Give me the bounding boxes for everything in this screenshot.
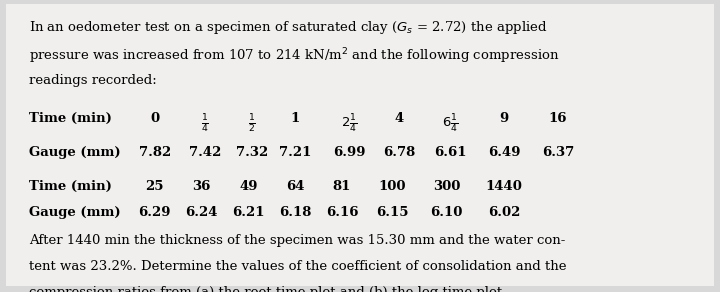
Text: 7.42: 7.42	[189, 146, 221, 159]
Text: 4: 4	[395, 112, 404, 126]
Text: 6.16: 6.16	[325, 206, 359, 219]
Text: $2\frac{1}{4}$: $2\frac{1}{4}$	[341, 112, 357, 135]
Text: 100: 100	[379, 180, 406, 193]
Text: 6.61: 6.61	[433, 146, 467, 159]
Text: 6.10: 6.10	[431, 206, 462, 219]
Text: 300: 300	[433, 180, 460, 193]
Text: 6.24: 6.24	[185, 206, 218, 219]
Text: $\frac{1}{2}$: $\frac{1}{2}$	[248, 112, 256, 135]
Text: 81: 81	[333, 180, 351, 193]
Text: $\frac{1}{4}$: $\frac{1}{4}$	[202, 112, 209, 135]
Text: compression ratios from (a) the root time plot and (b) the log time plot.: compression ratios from (a) the root tim…	[29, 286, 506, 292]
Text: 64: 64	[286, 180, 305, 193]
Text: $6\frac{1}{4}$: $6\frac{1}{4}$	[442, 112, 458, 135]
Text: Time (min): Time (min)	[29, 180, 112, 193]
Text: 6.78: 6.78	[384, 146, 415, 159]
Text: 1: 1	[291, 112, 300, 126]
Text: 16: 16	[549, 112, 567, 126]
Text: 7.82: 7.82	[139, 146, 171, 159]
Text: After 1440 min the thickness of the specimen was 15.30 mm and the water con-: After 1440 min the thickness of the spec…	[29, 234, 565, 247]
Text: 6.99: 6.99	[333, 146, 366, 159]
Text: 6.29: 6.29	[138, 206, 171, 219]
Text: 0: 0	[150, 112, 159, 126]
Text: readings recorded:: readings recorded:	[29, 74, 156, 88]
Text: 6.15: 6.15	[376, 206, 409, 219]
Text: 36: 36	[192, 180, 211, 193]
Text: pressure was increased from 107 to 214 kN/m$^2$ and the following compression: pressure was increased from 107 to 214 k…	[29, 47, 559, 66]
Text: 1440: 1440	[485, 180, 523, 193]
Text: Gauge (mm): Gauge (mm)	[29, 206, 120, 219]
Text: 6.02: 6.02	[488, 206, 520, 219]
Text: Time (min): Time (min)	[29, 112, 112, 126]
Text: 6.49: 6.49	[487, 146, 521, 159]
Text: tent was 23.2%. Determine the values of the coefficient of consolidation and the: tent was 23.2%. Determine the values of …	[29, 260, 567, 273]
Text: Gauge (mm): Gauge (mm)	[29, 146, 120, 159]
Text: 49: 49	[239, 180, 258, 193]
Text: 7.21: 7.21	[279, 146, 311, 159]
Text: 6.21: 6.21	[232, 206, 265, 219]
Text: 25: 25	[145, 180, 164, 193]
Text: 9: 9	[500, 112, 508, 126]
Text: 6.37: 6.37	[542, 146, 574, 159]
Text: In an oedometer test on a specimen of saturated clay ($G_s$ = 2.72) the applied: In an oedometer test on a specimen of sa…	[29, 19, 547, 36]
Text: 6.18: 6.18	[279, 206, 311, 219]
Text: 7.32: 7.32	[236, 146, 268, 159]
